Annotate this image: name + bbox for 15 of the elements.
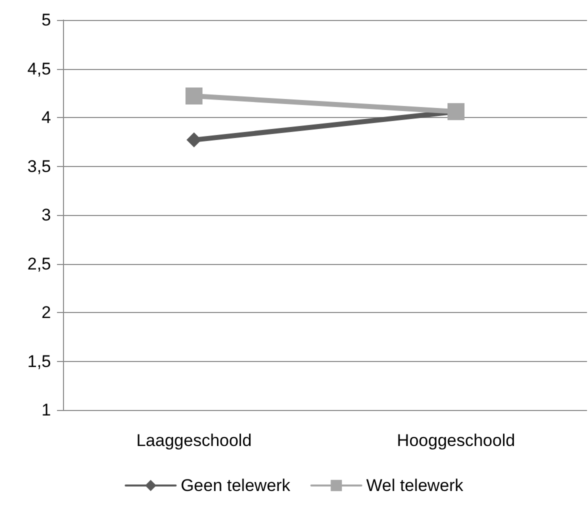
y-tick-label: 1 xyxy=(42,400,51,420)
y-tick-label: 2,5 xyxy=(27,254,51,274)
y-tick-label: 3,5 xyxy=(27,156,51,176)
legend-label: Geen telewerk xyxy=(180,476,291,495)
legend-label: Wel telewerk xyxy=(366,476,464,495)
y-tick-label: 4 xyxy=(42,108,51,127)
point xyxy=(186,132,202,148)
y-tick-label: 5 xyxy=(42,10,51,30)
x-tick-label: Hooggeschoold xyxy=(396,431,516,450)
x-tick-label: Laaggeschoold xyxy=(136,431,252,450)
point xyxy=(186,88,202,105)
y-tick-label: 3 xyxy=(42,206,51,224)
y-tick-label: 4,5 xyxy=(27,59,51,78)
y-tick-label: 2 xyxy=(42,303,51,322)
y-tick-label: 1,5 xyxy=(27,352,51,371)
